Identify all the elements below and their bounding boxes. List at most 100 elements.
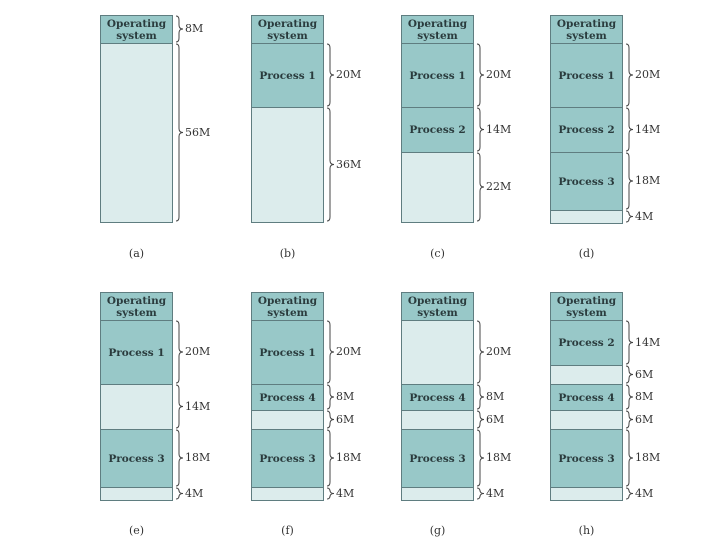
diagram-caption: (h): [578, 524, 595, 537]
size-label: 20M: [336, 345, 362, 358]
os-block: Operating system: [251, 15, 324, 44]
size-brace: [625, 320, 634, 365]
free-block: [251, 107, 324, 223]
size-brace: [326, 320, 335, 384]
free-block: [550, 365, 623, 385]
block-label: Process 2: [558, 337, 615, 349]
block-label: Process 1: [259, 346, 316, 359]
size-label: 8M: [635, 390, 654, 403]
free-block: [550, 410, 623, 430]
size-label: 20M: [336, 68, 362, 81]
size-brace: [625, 487, 634, 500]
block-label: Process 3: [558, 175, 615, 188]
size-brace: [625, 410, 634, 429]
size-label: 14M: [635, 122, 661, 136]
size-label: 18M: [486, 451, 512, 464]
diagram-caption: (e): [128, 524, 145, 537]
process-block: Process 4: [251, 384, 324, 411]
diagram-caption: (c): [430, 247, 445, 260]
free-block: [550, 487, 623, 501]
free-block: [550, 210, 623, 224]
free-block: [100, 43, 173, 223]
size-brace: [476, 107, 485, 152]
free-block: [401, 320, 474, 385]
size-brace: [175, 15, 184, 43]
process-block: Process 2: [401, 107, 474, 153]
size-label: 8M: [185, 22, 204, 35]
size-brace: [326, 410, 335, 429]
os-block: Operating system: [401, 292, 474, 321]
os-block: Operating system: [401, 15, 474, 44]
size-brace: [476, 429, 485, 487]
diagram-caption: (b): [279, 247, 296, 260]
process-block: Process 3: [550, 152, 623, 211]
size-label: 18M: [635, 451, 661, 464]
size-brace: [175, 43, 184, 222]
size-brace: [175, 384, 184, 429]
size-label: 20M: [635, 68, 661, 81]
free-block: [401, 487, 474, 501]
free-block: [100, 384, 173, 430]
size-brace: [476, 43, 485, 107]
process-block: Process 1: [550, 43, 623, 108]
size-label: 8M: [486, 390, 505, 403]
process-block: Process 3: [100, 429, 173, 488]
size-brace: [625, 365, 634, 384]
size-brace: [326, 43, 335, 107]
process-block: Process 2: [550, 320, 623, 366]
os-block: Operating system: [100, 15, 173, 44]
block-label: Operating system: [257, 17, 318, 42]
free-block: [401, 152, 474, 223]
os-block: Operating system: [550, 292, 623, 321]
size-brace: [476, 320, 485, 384]
size-brace: [625, 210, 634, 223]
block-label: Process 4: [558, 391, 615, 404]
process-block: Process 1: [401, 43, 474, 108]
size-brace: [476, 410, 485, 429]
size-brace: [326, 384, 335, 410]
block-label: Process 1: [108, 346, 165, 359]
size-brace: [625, 429, 634, 487]
size-label: 6M: [486, 412, 505, 426]
process-block: Process 3: [401, 429, 474, 488]
size-label: 18M: [635, 174, 661, 187]
block-label: Process 3: [108, 452, 165, 465]
os-block: Operating system: [550, 15, 623, 44]
diagram-caption: (a): [128, 247, 145, 260]
block-label: Operating system: [407, 17, 468, 42]
block-label: Operating system: [257, 294, 318, 319]
size-label: 20M: [486, 345, 512, 358]
free-block: [100, 487, 173, 501]
size-brace: [175, 429, 184, 487]
block-label: Operating system: [106, 294, 167, 319]
block-label: Process 3: [259, 452, 316, 465]
block-label: Process 1: [259, 69, 316, 82]
size-label: 20M: [486, 68, 512, 81]
free-block: [401, 410, 474, 430]
size-brace: [476, 384, 485, 410]
size-label: 36M: [336, 157, 362, 171]
process-block: Process 1: [251, 43, 324, 108]
size-brace: [326, 487, 335, 500]
size-brace: [625, 152, 634, 210]
free-block: [251, 487, 324, 501]
size-label: 14M: [486, 122, 512, 136]
os-block: Operating system: [100, 292, 173, 321]
block-label: Process 3: [409, 452, 466, 465]
size-brace: [476, 487, 485, 500]
process-block: Process 1: [100, 320, 173, 385]
size-label: 4M: [336, 486, 355, 500]
size-brace: [175, 320, 184, 384]
size-brace: [625, 384, 634, 410]
process-block: Process 2: [550, 107, 623, 153]
block-label: Process 2: [558, 124, 615, 136]
size-label: 6M: [635, 412, 654, 426]
block-label: Process 1: [558, 69, 615, 82]
block-label: Operating system: [407, 294, 468, 319]
diagram-caption: (d): [578, 247, 595, 260]
size-label: 18M: [336, 451, 362, 464]
diagram-caption: (f): [281, 524, 294, 537]
process-block: Process 4: [401, 384, 474, 411]
size-label: 6M: [336, 412, 355, 426]
process-block: Process 4: [550, 384, 623, 411]
